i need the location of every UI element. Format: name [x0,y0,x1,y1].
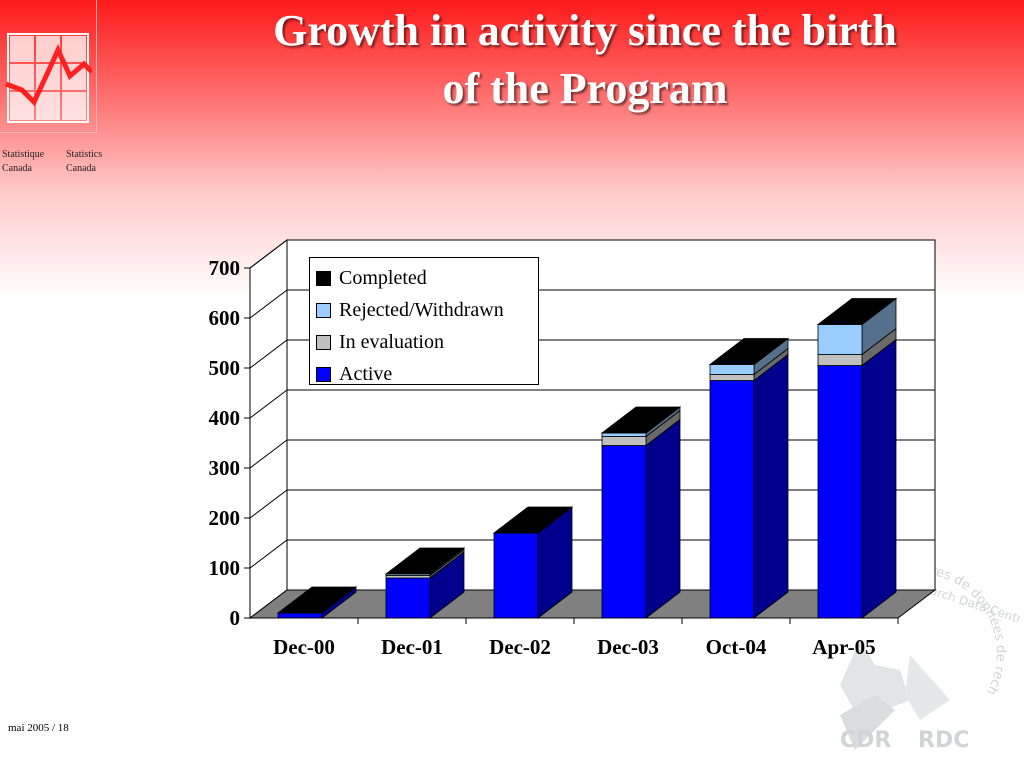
y-tick-label: 700 [209,256,241,280]
bar-segment-side [861,338,897,619]
agency-name-en: Statistics Canada [66,149,103,174]
legend-label-completed: Completed [339,266,427,289]
bar-segment-side [753,353,789,619]
gridline-side [249,289,288,319]
bar-segment-side [645,418,681,619]
y-tick-label: 200 [209,506,241,530]
legend-swatch-rejected [316,302,331,318]
y-tick-label: 300 [209,456,241,480]
legend-item-in-evaluation: In evaluation [316,326,538,358]
bar-segment [709,364,755,375]
bar-top [600,406,682,434]
bar-segment [277,612,323,619]
bar-top [276,586,358,614]
y-tick-label: 600 [209,306,241,330]
y-tick-label: 0 [230,606,241,630]
gridline-side [249,539,288,569]
gridline-side [249,339,288,369]
legend-label-in-evaluation: In evaluation [339,330,444,353]
slide-title: Growth in activity since the birth of th… [273,6,897,113]
gridline-side [249,439,288,469]
legend-item-completed: Completed [316,262,538,294]
statcan-logo [0,0,97,133]
x-tick-label: Oct-04 [706,635,767,659]
bar-segment [817,354,863,366]
bar-segment [817,365,863,619]
bar-top [816,298,898,325]
x-tick-label: Dec-01 [381,635,443,659]
watermark-rdc: RDC [918,728,969,753]
slide-footer: mai 2005 / 18 [8,722,69,734]
bar-segment [601,436,647,446]
agency-name-fr: Statistique Canada [2,149,45,174]
legend-label-active: Active [339,362,393,385]
x-tick-label: Apr-05 [812,635,875,659]
bar-segment [817,324,863,355]
bar-top [708,338,790,365]
legend-swatch-completed [316,270,331,286]
bar-top [492,506,574,534]
legend-label-rejected: Rejected/Withdrawn [339,298,504,321]
gridline-side [249,239,288,269]
x-tick-label: Dec-00 [273,635,335,659]
bar-segment [601,432,647,437]
statcan-logo-icon [5,33,92,123]
y-tick-label: 400 [209,406,241,430]
gridline-side [249,389,288,419]
x-tick-label: Dec-03 [597,635,659,659]
bar-segment [601,445,647,619]
gridline-side [249,489,288,519]
bar-segment [709,380,755,619]
chart-legend: Completed Rejected/Withdrawn In evaluati… [309,257,539,385]
bar-segment [493,532,539,619]
bar-segment [709,374,755,381]
bar-segment [385,577,431,619]
legend-item-rejected: Rejected/Withdrawn [316,294,538,326]
legend-item-active: Active [316,358,538,390]
watermark-cdr: CDR [840,728,891,753]
chart-side-wall [249,238,288,620]
y-tick-label: 500 [209,356,241,380]
legend-swatch-in-evaluation [316,334,331,350]
x-tick-label: Dec-02 [489,635,551,659]
legend-swatch-active [316,366,331,382]
cdr-rdc-watermark: Centres de données de recherche Research… [800,545,1020,753]
y-tick-label: 100 [209,556,241,580]
bar-top [384,547,466,575]
